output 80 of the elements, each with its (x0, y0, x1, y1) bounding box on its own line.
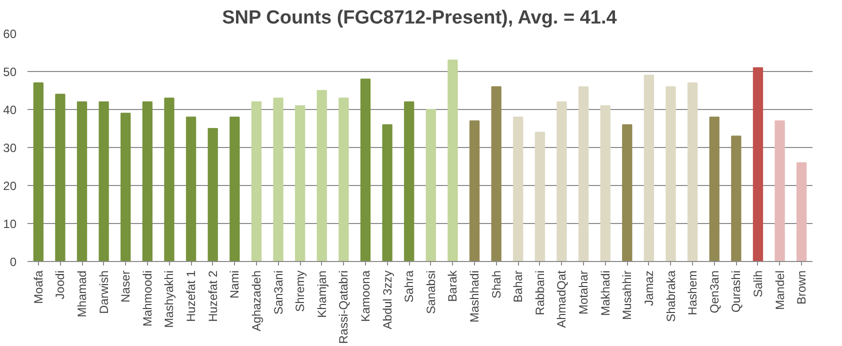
bar (294, 105, 306, 262)
chart-title: SNP Counts (FGC8712-Present), Avg. = 41.4 (222, 8, 618, 28)
bar (513, 116, 524, 262)
x-tick-label: Shabraka (664, 270, 678, 322)
bar (338, 98, 349, 262)
x-tick-label: Brown (794, 270, 809, 305)
x-tick-label: Kamoona (358, 270, 372, 322)
bar (644, 74, 654, 262)
x-tick-label: Qurashi (729, 270, 744, 313)
bar (600, 105, 610, 262)
bar (142, 101, 153, 262)
x-tick-label: Mahmoodi (140, 270, 154, 327)
bar (709, 116, 720, 262)
x-tick-label: San3ani (271, 270, 286, 315)
bar (76, 101, 88, 262)
x-tick-label: Shremy (293, 270, 308, 312)
bar (731, 136, 742, 262)
x-tick-label: Joodi (53, 270, 68, 300)
x-tick-label: Aghazadeh (249, 270, 264, 332)
y-tick-label: 40 (3, 103, 17, 117)
y-tick-label: 30 (3, 141, 17, 155)
x-tick-label: Nami (228, 270, 242, 298)
y-tick-label: 20 (3, 179, 17, 193)
bar (251, 101, 262, 262)
x-tick-label: Huzefat 1 (184, 270, 198, 322)
x-tick-label: AhmadQat (554, 270, 569, 328)
y-tick-label: 0 (10, 255, 17, 269)
x-tick-label: Musahhir (620, 270, 634, 320)
x-tick-label: Moafa (31, 270, 46, 304)
x-tick-label: Khamjan (314, 270, 329, 318)
x-tick-label: Rabbani (532, 270, 547, 316)
bar (55, 94, 66, 262)
x-tick-label: Mandel (772, 270, 787, 310)
bar (360, 78, 371, 262)
bar (666, 86, 676, 262)
bar (230, 116, 240, 262)
bar (382, 124, 392, 262)
y-tick-label: 10 (3, 217, 17, 231)
x-tick-label: Hashem (686, 270, 700, 316)
bar (120, 112, 131, 262)
bar (33, 82, 44, 262)
bar (556, 101, 567, 262)
bar (774, 120, 785, 262)
bar (164, 98, 174, 262)
x-tick-label: Qen3an (707, 270, 722, 314)
bar (687, 82, 698, 262)
x-tick-label: Sanabsi (424, 270, 438, 314)
bar (404, 101, 414, 262)
y-tick-label: 50 (3, 65, 17, 79)
x-tick-label: Salih (750, 270, 765, 298)
x-tick-label: Mashhadi (468, 270, 482, 323)
bar (448, 60, 458, 262)
bar (491, 86, 502, 262)
bar (98, 101, 109, 262)
x-tick-label: Shah (489, 270, 504, 299)
x-tick-label: Mashyakhi (162, 270, 176, 328)
bar (186, 116, 196, 262)
bar (796, 162, 807, 262)
bar (578, 86, 589, 262)
x-tick-label: Jamaz (642, 270, 656, 306)
x-tick-label: Motahar (576, 270, 591, 315)
x-tick-label: Barak (446, 270, 460, 302)
bar (273, 98, 284, 262)
bar (752, 67, 764, 262)
x-tick-label: Sahra (402, 270, 416, 303)
x-tick-label: Makhadi (598, 270, 612, 316)
bar (426, 109, 436, 262)
bar (622, 124, 632, 262)
bar (316, 90, 327, 262)
bar (208, 128, 218, 262)
bar (469, 120, 480, 262)
bar (534, 132, 546, 262)
x-tick-label: Abdul 3zzy (380, 270, 394, 330)
x-tick-label: Bahar (511, 270, 526, 303)
y-tick-label: 60 (3, 27, 17, 41)
x-tick-label: Darwish (96, 270, 111, 314)
x-tick-label: Huzefat 2 (206, 270, 220, 322)
x-tick-label: Mhamad (75, 270, 90, 318)
x-tick-label: Naser (118, 270, 133, 303)
x-tick-label: Rassi-Qatabri (336, 270, 351, 344)
